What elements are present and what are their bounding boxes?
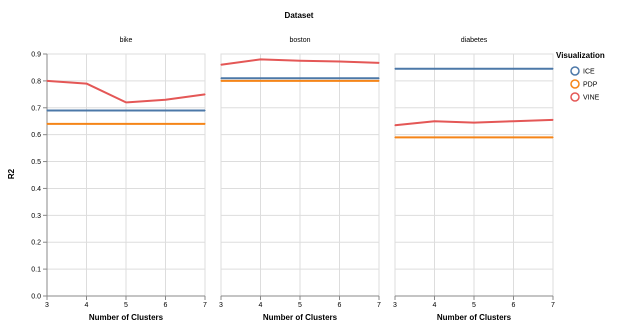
data-point-pdp <box>433 136 436 138</box>
data-point-vine <box>85 82 88 85</box>
legend-label: VINE <box>583 95 600 102</box>
data-point-pdp <box>204 123 206 125</box>
y-tick-label: 0.9 <box>31 52 41 59</box>
y-tick-label: 0.2 <box>31 240 41 247</box>
data-point-pdp <box>164 123 167 125</box>
legend-item-pdp: PDP <box>570 79 598 89</box>
data-point-vine <box>164 99 167 101</box>
data-point-ice <box>552 68 554 70</box>
facet-panels: bike 3 4 5 6 7 Number of Clusters 0.0 0.1 0.2 0.3 0… <box>31 37 555 322</box>
data-point-ice <box>473 68 475 70</box>
x-tick-label: 3 <box>45 302 49 309</box>
data-point-ice <box>338 77 341 79</box>
legend-symbol <box>570 92 580 102</box>
data-point-vine <box>394 124 396 126</box>
data-point-pdp <box>299 80 301 82</box>
facet-title-bike: bike <box>120 37 133 44</box>
y-tick-label: 0.5 <box>31 159 41 166</box>
x-tick-label: 5 <box>298 302 302 309</box>
x-tick-label: 3 <box>219 302 223 309</box>
y-tick-label: 0.8 <box>31 78 41 85</box>
data-point-ice <box>433 68 436 70</box>
column-title: Dataset <box>285 11 314 20</box>
data-point-vine <box>378 62 380 64</box>
data-point-pdp <box>473 136 475 138</box>
x-tick-label: 5 <box>472 302 476 309</box>
x-tick-label: 7 <box>203 302 207 309</box>
data-point-vine <box>259 58 262 60</box>
legend-symbol <box>570 79 580 89</box>
x-tick-label: 5 <box>124 302 128 309</box>
x-tick-label: 7 <box>551 302 555 309</box>
legend-items: ICE PDP VINE <box>570 66 600 102</box>
y-axis-title: R2 <box>7 168 16 179</box>
data-point-vine <box>125 101 127 103</box>
legend-item-ice: ICE <box>570 66 595 76</box>
data-point-ice <box>512 68 515 70</box>
legend-symbol <box>570 66 580 76</box>
y-tick-label: 0.3 <box>31 213 41 220</box>
data-point-pdp <box>85 123 88 125</box>
legend-title: Visualization <box>556 51 605 60</box>
data-point-vine <box>512 120 515 122</box>
x-tick-label: 4 <box>433 302 437 309</box>
data-point-ice <box>299 77 301 79</box>
facet-title-diabetes: diabetes <box>461 37 488 44</box>
data-point-vine <box>338 60 341 63</box>
data-point-vine <box>299 60 301 62</box>
data-point-pdp <box>220 80 222 82</box>
data-point-vine <box>552 119 554 121</box>
x-tick-label: 6 <box>338 302 342 309</box>
data-point-ice <box>378 77 380 79</box>
x-tick-label: 3 <box>393 302 397 309</box>
data-point-vine <box>433 120 436 122</box>
x-axis-title: Number of Clusters <box>437 313 512 322</box>
data-point-ice <box>394 68 396 70</box>
data-point-ice <box>259 77 262 79</box>
y-tick-label: 0.4 <box>31 186 41 193</box>
facet-diabetes: diabetes 3 4 5 6 7 Number of Clusters <box>393 37 555 322</box>
data-point-vine <box>46 80 48 82</box>
data-point-ice <box>46 109 48 112</box>
data-point-pdp <box>512 136 515 138</box>
legend-item-vine: VINE <box>570 92 600 102</box>
data-point-ice <box>220 77 222 79</box>
data-point-pdp <box>552 136 554 138</box>
legend-label: PDP <box>583 82 598 89</box>
x-tick-label: 4 <box>259 302 263 309</box>
data-point-ice <box>85 109 88 112</box>
legend-label: ICE <box>583 69 595 76</box>
legend: Visualization ICE PDP VINE <box>556 51 605 102</box>
y-tick-label: 0.7 <box>31 105 41 112</box>
data-point-ice <box>204 109 206 112</box>
data-point-vine <box>473 121 475 124</box>
data-point-pdp <box>378 80 380 82</box>
y-tick-label: 0.6 <box>31 132 41 139</box>
facet-boston: boston 3 4 5 6 7 Number of Clusters <box>219 37 381 322</box>
data-point-pdp <box>46 123 48 125</box>
data-point-pdp <box>394 136 396 138</box>
data-point-vine <box>220 64 222 66</box>
data-point-pdp <box>125 123 127 125</box>
data-point-pdp <box>259 80 262 82</box>
x-tick-label: 7 <box>377 302 381 309</box>
data-point-ice <box>164 109 167 112</box>
data-point-ice <box>125 109 127 112</box>
facet-title-boston: boston <box>289 37 310 44</box>
x-axis-title: Number of Clusters <box>263 313 338 322</box>
x-tick-label: 4 <box>85 302 89 309</box>
x-tick-label: 6 <box>164 302 168 309</box>
x-tick-label: 6 <box>512 302 516 309</box>
x-axis-title: Number of Clusters <box>89 313 164 322</box>
data-point-pdp <box>338 80 341 82</box>
facet-bike: bike 3 4 5 6 7 Number of Clusters 0.0 0.1 0.2 0.3 0… <box>31 37 207 322</box>
y-tick-label: 0.0 <box>31 294 41 301</box>
y-tick-label: 0.1 <box>31 267 41 274</box>
data-point-vine <box>204 93 206 95</box>
